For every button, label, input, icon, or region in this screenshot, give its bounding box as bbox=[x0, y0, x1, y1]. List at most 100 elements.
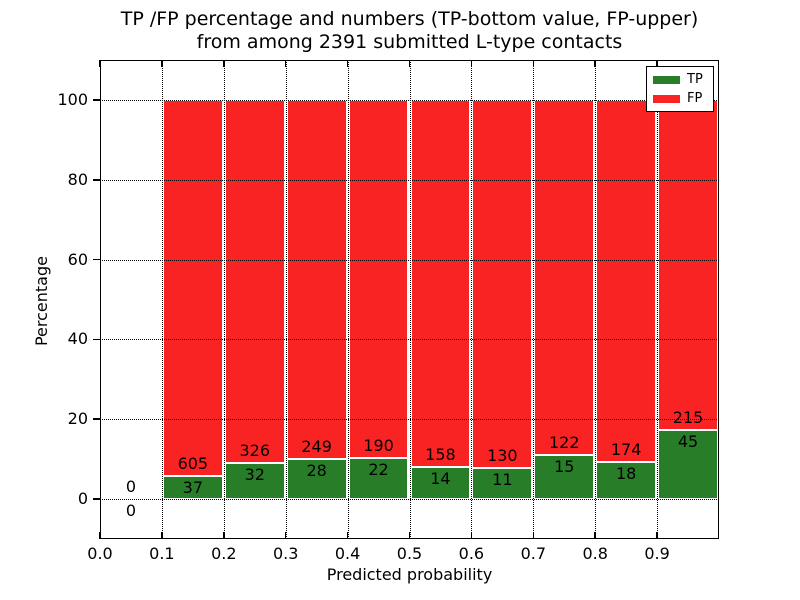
fp-bar-segment bbox=[658, 99, 718, 430]
fp-bar-segment bbox=[472, 99, 533, 468]
x-gridline bbox=[223, 60, 225, 539]
x-tick-label: 0.8 bbox=[582, 544, 608, 563]
x-tick-mark bbox=[532, 532, 535, 539]
fp-count-label: 190 bbox=[363, 435, 394, 455]
fp-count-label: 605 bbox=[177, 454, 209, 474]
x-tick-mark-top bbox=[99, 60, 101, 67]
legend: TP FP bbox=[646, 66, 714, 112]
y-axis-label: Percentage bbox=[32, 256, 51, 347]
x-tick-mark-top bbox=[408, 60, 411, 67]
tp-bar-segment bbox=[658, 429, 718, 500]
tp-count-label: 28 bbox=[306, 460, 327, 480]
tp-count-label: 32 bbox=[244, 465, 265, 485]
x-axis-label: Predicted probability bbox=[326, 565, 493, 584]
tp-count-label: 11 bbox=[492, 469, 513, 489]
x-tick-mark-top bbox=[532, 60, 535, 67]
x-gridline bbox=[471, 60, 473, 539]
x-gridline bbox=[533, 60, 535, 539]
tp-count-label: 37 bbox=[182, 478, 204, 498]
tp-count-label: 45 bbox=[677, 431, 699, 451]
x-tick-mark-top bbox=[594, 60, 596, 67]
x-tick-label: 0.7 bbox=[520, 544, 547, 563]
plot-area: 0 0 605 37 326 32 249 28 190 22 158 14 130 11 122 15 174… bbox=[99, 60, 719, 539]
fp-legend-swatch bbox=[653, 94, 680, 103]
x-tick-label: 0.3 bbox=[272, 544, 299, 563]
tp-bar-segment bbox=[224, 463, 285, 500]
x-tick-label: 0.0 bbox=[87, 544, 113, 563]
tp-bar-segment bbox=[596, 461, 657, 500]
fp-count-label: 215 bbox=[672, 407, 704, 427]
tp-bar-segment bbox=[410, 466, 471, 500]
fp-bar-segment bbox=[410, 99, 471, 467]
tp-bar-segment bbox=[472, 467, 533, 500]
x-tick-label: 0.4 bbox=[334, 544, 361, 563]
x-tick-mark bbox=[408, 532, 411, 539]
y-tick-label: 100 bbox=[57, 89, 88, 109]
x-gridline bbox=[409, 60, 411, 539]
x-tick-mark bbox=[656, 532, 658, 539]
x-tick-mark-top bbox=[656, 60, 658, 67]
chart-title-line1: TP /FP percentage and numbers (TP-bottom… bbox=[120, 8, 699, 30]
y-tick-label: 40 bbox=[67, 329, 88, 349]
fp-count-label: 174 bbox=[610, 439, 642, 459]
y-tick-label: 80 bbox=[67, 169, 88, 189]
x-tick-label: 0.9 bbox=[644, 544, 670, 563]
y-tick-label: 20 bbox=[67, 409, 88, 429]
y-tick-label: 60 bbox=[67, 249, 88, 269]
x-tick-mark bbox=[594, 532, 596, 539]
tp-bar-segment bbox=[534, 455, 595, 500]
x-gridline bbox=[161, 60, 163, 539]
x-tick-label: 0.1 bbox=[149, 544, 175, 563]
fp-bar-segment bbox=[534, 99, 595, 456]
tp-legend-swatch bbox=[653, 75, 680, 84]
tp-count-label: 18 bbox=[615, 463, 637, 483]
x-gridline bbox=[657, 60, 659, 539]
x-tick-mark-top bbox=[223, 60, 225, 67]
x-tick-mark-top bbox=[284, 60, 287, 67]
fp-count-label: 158 bbox=[425, 444, 456, 464]
fp-count-label: 0 bbox=[125, 477, 137, 497]
x-tick-mark bbox=[470, 532, 473, 539]
fp-bar-segment bbox=[596, 99, 657, 462]
legend-item-fp: FP bbox=[653, 90, 707, 106]
tp-legend-label: TP bbox=[687, 71, 703, 87]
x-tick-mark-top bbox=[161, 60, 163, 67]
fp-legend-label: FP bbox=[687, 90, 703, 106]
x-tick-label: 0.5 bbox=[396, 544, 423, 563]
tp-bar-segment bbox=[162, 476, 223, 500]
fp-count-label: 122 bbox=[548, 433, 580, 453]
fp-count-label: 326 bbox=[239, 441, 271, 461]
x-tick-mark-top bbox=[346, 60, 349, 67]
x-tick-mark bbox=[99, 532, 101, 539]
x-tick-label: 0.6 bbox=[458, 544, 485, 563]
y-tick-mark bbox=[93, 178, 100, 181]
x-tick-mark bbox=[161, 532, 163, 539]
y-tick-mark bbox=[93, 338, 100, 341]
tp-count-label: 15 bbox=[554, 457, 575, 477]
tp-count-label: 0 bbox=[125, 501, 137, 521]
fp-bar-segment bbox=[286, 99, 347, 459]
y-tick-mark bbox=[93, 258, 100, 261]
legend-item-tp: TP bbox=[653, 71, 707, 87]
y-tick-label: 0 bbox=[77, 489, 88, 509]
x-gridline bbox=[595, 60, 597, 539]
x-gridline bbox=[347, 60, 349, 539]
x-tick-label: 0.2 bbox=[211, 544, 237, 563]
fp-count-label: 249 bbox=[301, 436, 332, 456]
x-gridline bbox=[285, 60, 287, 539]
x-tick-mark bbox=[284, 532, 287, 539]
x-tick-mark bbox=[346, 532, 349, 539]
x-tick-mark bbox=[223, 532, 225, 539]
fp-count-label: 130 bbox=[487, 445, 518, 465]
chart-title: TP /FP percentage and numbers (TP-bottom… bbox=[100, 8, 719, 54]
tp-bar-segment bbox=[348, 457, 409, 500]
y-tick-mark bbox=[93, 99, 100, 101]
fp-bar-segment bbox=[348, 99, 409, 458]
x-tick-mark-top bbox=[470, 60, 473, 67]
chart-title-line2: from among 2391 submitted L-type contact… bbox=[196, 31, 623, 53]
tp-count-label: 22 bbox=[368, 459, 389, 479]
y-tick-mark bbox=[93, 498, 100, 500]
fp-bar-segment bbox=[162, 99, 223, 477]
tp-count-label: 14 bbox=[430, 468, 451, 488]
